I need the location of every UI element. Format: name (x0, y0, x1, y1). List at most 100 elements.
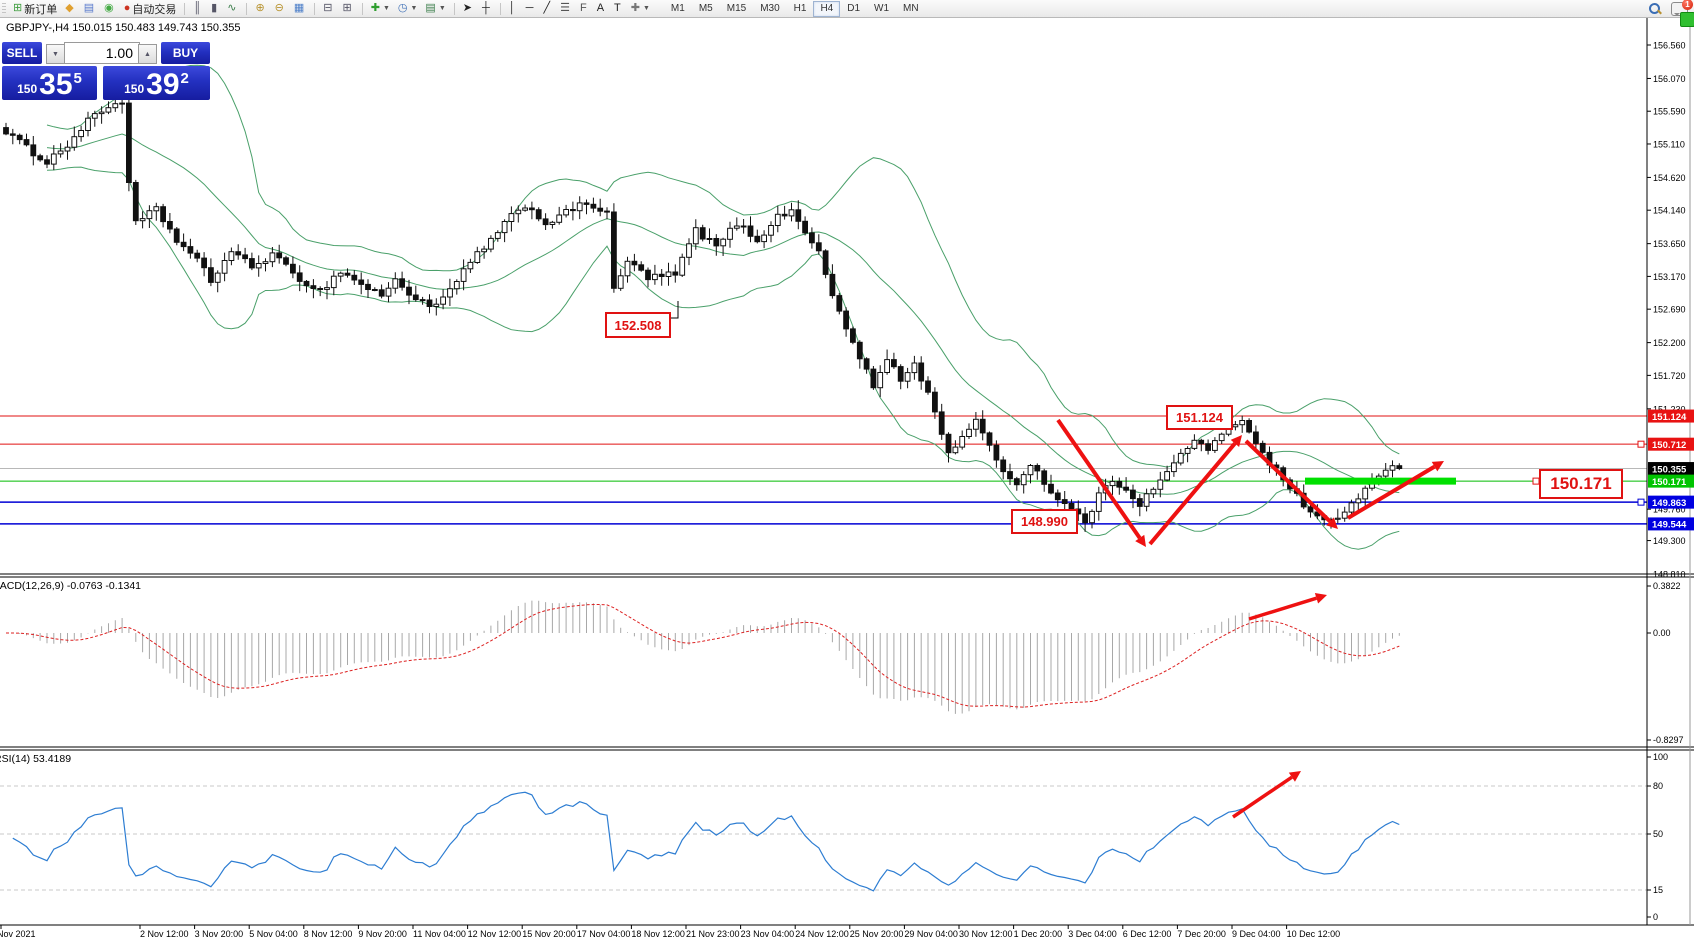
chart-shift-icon: ⊞ (342, 2, 352, 14)
one-click-trade-panel: SELL ▼ ▲ BUY 150 35 5 150 39 2 (2, 42, 212, 100)
trend-zigzag-arrows (1056, 418, 1444, 547)
svg-text:30 Nov 12:00: 30 Nov 12:00 (959, 929, 1013, 939)
rsi-line (12, 791, 1400, 892)
zoom-in-icon: ⊕ (255, 2, 265, 14)
arrows-icon: ✚ (630, 2, 640, 14)
timeframe-h1[interactable]: H1 (793, 3, 807, 14)
sell-price-display[interactable]: 150 35 5 (2, 66, 97, 100)
svg-text:154.140: 154.140 (1653, 206, 1686, 216)
price-axis[interactable]: 156.560 156.070 155.590 155.110 154.620 154.1… (1646, 17, 1694, 925)
price-badge (1648, 409, 1694, 423)
indicators-icon: ✚ (370, 2, 380, 14)
svg-text:15 Nov 20:00: 15 Nov 20:00 (522, 929, 576, 939)
rsi-indicator-label: RSI(14) 53.4189 (0, 753, 72, 765)
volume-decrease-button[interactable]: ▼ (46, 44, 65, 64)
buy-price-big: 39 (146, 68, 180, 101)
svg-text:154.620: 154.620 (1653, 173, 1686, 183)
cursor-button[interactable]: ➤ (459, 1, 478, 16)
indicators-button[interactable]: ✚ ▼ (367, 1, 394, 16)
svg-text:3 Dec 04:00: 3 Dec 04:00 (1068, 929, 1117, 939)
periods-button[interactable]: ◷ ▼ (394, 1, 422, 16)
timeframe-d1[interactable]: D1 (847, 3, 861, 14)
price-annotation: 148.990 (1011, 509, 1078, 534)
svg-text:149.300: 149.300 (1653, 536, 1686, 546)
line-chart-button[interactable]: ∿ (223, 1, 242, 16)
toolbar-separator (499, 2, 501, 15)
crayon-button[interactable]: ◆ (61, 1, 79, 16)
text-button[interactable]: A (593, 1, 610, 16)
candlesticks (3, 92, 1403, 532)
channel-button[interactable]: ☰ (556, 1, 576, 16)
svg-text:150.355: 150.355 (1652, 464, 1687, 475)
macd-signal-line (6, 604, 1400, 708)
dropdown-arrow-icon[interactable]: ▼ (438, 5, 446, 12)
svg-text:0.3822: 0.3822 (1653, 581, 1681, 591)
vertical-line-button[interactable]: │ (505, 1, 522, 16)
timeframe-m1[interactable]: M1 (670, 3, 685, 14)
timeframe-m30[interactable]: M30 (760, 3, 780, 14)
chart-scroll-end-icon[interactable] (1680, 12, 1694, 27)
dropdown-arrow-icon[interactable]: ▼ (642, 5, 650, 12)
svg-text:18 Nov 12:00: 18 Nov 12:00 (631, 929, 685, 939)
svg-text:151.124: 151.124 (1652, 412, 1687, 423)
pane-separators[interactable] (0, 573, 1694, 926)
auto-arrange-button[interactable]: ⊟ (319, 1, 338, 16)
line-handles[interactable] (1532, 440, 1645, 506)
profile-button[interactable]: ▤ (80, 1, 100, 16)
tile-windows-button[interactable]: ▦ (290, 1, 310, 16)
svg-text:153.170: 153.170 (1653, 272, 1686, 282)
svg-text:29 Nov 04:00: 29 Nov 04:00 (904, 929, 958, 939)
svg-text:10 Dec 12:00: 10 Dec 12:00 (1287, 929, 1341, 939)
timeframe-h4[interactable]: H4 (813, 0, 841, 17)
arrows-button[interactable]: ✚ ▼ (627, 1, 654, 16)
sell-button[interactable]: SELL (2, 42, 42, 64)
time-axis[interactable]: Nov 2021 2 Nov 12:00 3 Nov 20:00 5 Nov 04:0… (0, 925, 1340, 939)
news-icon: ◉ (104, 2, 114, 14)
zoom-in-button[interactable]: ⊕ (251, 1, 270, 16)
chart-shift-button[interactable]: ⊞ (339, 1, 358, 16)
buy-button[interactable]: BUY (161, 42, 210, 64)
auto-arrange-icon: ⊟ (323, 2, 333, 14)
templates-icon: ▤ (425, 2, 436, 14)
svg-text:148.810: 148.810 (1653, 570, 1686, 580)
trendline-button[interactable]: ╱ (539, 1, 556, 16)
search-icon[interactable] (1649, 2, 1662, 15)
toolbar-separator (361, 2, 363, 15)
candlestick-chart-button[interactable]: ▮ (207, 1, 223, 16)
timeframe-w1[interactable]: W1 (874, 3, 890, 14)
volume-input[interactable] (64, 42, 140, 64)
tile-windows-icon: ▦ (293, 2, 305, 14)
toolbar-grip[interactable] (2, 3, 6, 14)
trendline-icon: ╱ (543, 2, 551, 14)
volume-increase-button[interactable]: ▲ (138, 44, 157, 64)
new-order-button[interactable]: ⊞ 新订单 (13, 2, 58, 16)
dropdown-arrow-icon[interactable]: ▼ (382, 5, 390, 12)
timeframe-m5[interactable]: M5 (698, 3, 713, 14)
svg-text:17 Nov 04:00: 17 Nov 04:00 (577, 929, 631, 939)
svg-text:151.720: 151.720 (1653, 371, 1686, 381)
text-label-button[interactable]: T (610, 1, 627, 16)
bar-chart-button[interactable]: ║ (189, 1, 207, 16)
dropdown-arrow-icon[interactable]: ▼ (410, 5, 418, 12)
buy-price-display[interactable]: 150 39 2 (103, 66, 210, 100)
svg-text:21 Nov 23:00: 21 Nov 23:00 (686, 929, 740, 939)
svg-text:80: 80 (1653, 781, 1663, 791)
svg-text:155.110: 155.110 (1653, 139, 1685, 149)
svg-text:9 Dec 04:00: 9 Dec 04:00 (1232, 929, 1281, 939)
autotrading-button[interactable]: ● 自动交易 (123, 2, 177, 16)
svg-text:152.690: 152.690 (1653, 305, 1686, 315)
crosshair-button[interactable]: ┼ (478, 1, 496, 16)
timeframe-mn[interactable]: MN (903, 3, 919, 14)
news-button[interactable]: ◉ (100, 1, 120, 16)
timeframe-m15[interactable]: M15 (726, 3, 747, 14)
buy-price-sup: 2 (180, 70, 189, 87)
fibonacci-button[interactable]: F (576, 1, 593, 16)
horizontal-line-button[interactable]: ─ (522, 1, 540, 16)
notification-badge: 1 (1682, 0, 1693, 10)
templates-button[interactable]: ▤ ▼ (421, 1, 449, 16)
rsi-trend-arrow (1232, 771, 1301, 819)
zoom-out-button[interactable]: ⊖ (271, 1, 290, 16)
svg-text:3 Nov 20:00: 3 Nov 20:00 (195, 929, 244, 939)
chat-icon[interactable]: 1 (1671, 0, 1693, 16)
